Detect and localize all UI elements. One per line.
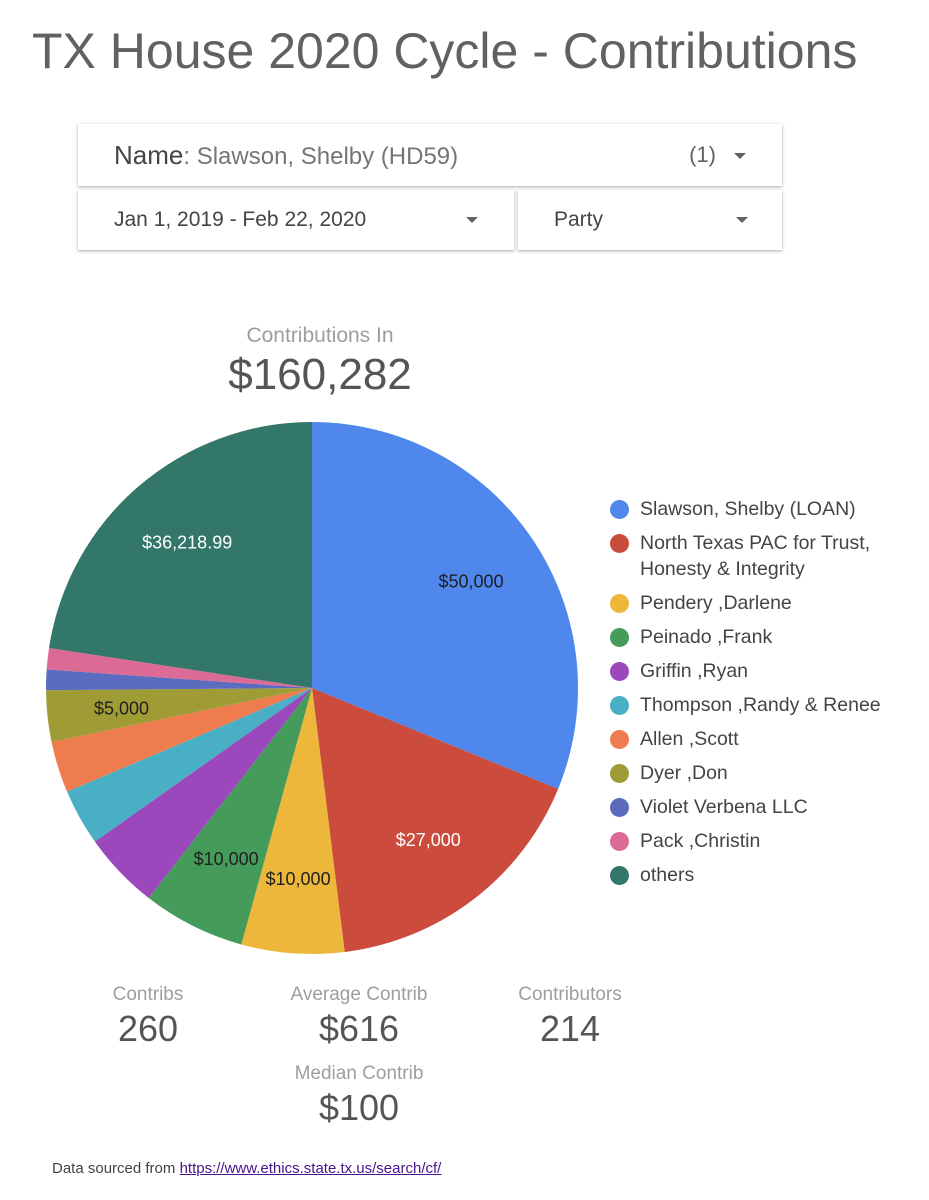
legend-item[interactable]: Griffin ,Ryan <box>610 658 910 684</box>
pie-slice-pendery-darlene[interactable] <box>241 688 345 955</box>
median-contrib-label: Median Contrib <box>294 1063 424 1084</box>
pie-slice-allen-scott[interactable] <box>51 688 313 792</box>
legend-swatch <box>610 696 629 715</box>
legend-label: Violet Verbena LLC <box>640 796 808 818</box>
legend-swatch <box>610 534 629 553</box>
contribs-card: Contribs 260 <box>88 984 208 1050</box>
name-filter-value: Slawson, Shelby (HD59) <box>196 142 459 170</box>
legend-item[interactable]: Peinado ,Frank <box>610 624 910 650</box>
party-filter-label: Party <box>554 208 604 231</box>
contributions-in-value: $160,282 <box>228 350 412 399</box>
legend-label: Slawson, Shelby (LOAN) <box>640 498 856 520</box>
chevron-down-icon[interactable] <box>734 153 746 159</box>
legend-item[interactable]: Allen ,Scott <box>610 726 910 752</box>
pie-slice-violet-verbena-llc[interactable] <box>45 669 312 691</box>
legend-label: Thompson ,Randy & Renee <box>640 694 881 716</box>
average-contrib-card: Average Contrib $616 <box>270 984 448 1050</box>
legend-swatch <box>610 662 629 681</box>
contributors-card: Contributors 214 <box>500 984 640 1050</box>
average-contrib-value: $616 <box>318 1008 400 1049</box>
median-contrib-card: Median Contrib $100 <box>270 1063 448 1129</box>
legend-swatch <box>610 500 629 519</box>
legend-label: North Texas PAC for Trust, Honesty & Int… <box>640 532 871 580</box>
legend-item[interactable]: others <box>610 862 910 888</box>
pie-slice-dyer-don[interactable] <box>46 688 312 742</box>
contributors-value: 214 <box>539 1008 601 1049</box>
data-source-footer: Data sourced from https://www.ethics.sta… <box>52 1160 441 1177</box>
pie-slice-peinado-frank[interactable] <box>148 688 312 945</box>
name-filter[interactable]: Name: Slawson, Shelby (HD59) (1) <box>78 124 782 186</box>
pie-slice-slawson-shelby-loan[interactable] <box>312 422 579 789</box>
legend-label: Peinado ,Frank <box>640 626 773 648</box>
legend-label: Allen ,Scott <box>640 728 739 750</box>
name-filter-text: Name: Slawson, Shelby (HD59) <box>114 140 458 171</box>
contributors-label: Contributors <box>518 984 622 1005</box>
legend-label: Dyer ,Don <box>640 762 728 784</box>
chevron-down-icon[interactable] <box>736 217 748 223</box>
pie-slice-thompson-randy-renee[interactable] <box>67 688 312 842</box>
chart-legend: Slawson, Shelby (LOAN) North Texas PAC fo… <box>610 496 910 896</box>
legend-item[interactable]: Violet Verbena LLC <box>610 794 910 820</box>
name-filter-label: Name <box>114 139 184 170</box>
filter-bar: Name: Slawson, Shelby (HD59) (1) Jan 1, … <box>78 124 782 250</box>
legend-swatch <box>610 628 629 647</box>
legend-swatch <box>610 798 629 817</box>
pie-slice-label: $50,000 <box>439 571 504 591</box>
pie-slice-pack-christin[interactable] <box>46 647 312 688</box>
legend-item[interactable]: Pack ,Christin <box>610 828 910 854</box>
party-filter[interactable]: Party <box>518 190 782 250</box>
legend-item[interactable]: Slawson, Shelby (LOAN) <box>610 496 910 522</box>
date-range-value: Jan 1, 2019 - Feb 22, 2020 <box>114 208 367 231</box>
page-title: TX House 2020 Cycle - Contributions <box>32 23 858 79</box>
legend-label: Pendery ,Darlene <box>640 592 792 614</box>
name-filter-count: (1) <box>689 142 716 167</box>
pie-slice-north-texas-pac-for-trust-honesty-integrity[interactable] <box>312 688 559 952</box>
average-contrib-label: Average Contrib <box>290 984 428 1005</box>
legend-item[interactable]: North Texas PAC for Trust, Honesty & Int… <box>610 530 910 582</box>
pie-slice-others[interactable] <box>49 422 313 688</box>
legend-swatch <box>610 832 629 851</box>
legend-label: Pack ,Christin <box>640 830 761 852</box>
pie-slice-griffin-ryan[interactable] <box>94 688 313 898</box>
chevron-down-icon[interactable] <box>466 217 478 223</box>
legend-label: Griffin ,Ryan <box>640 660 749 682</box>
data-source-text: Data sourced from <box>52 1160 180 1177</box>
legend-item[interactable]: Pendery ,Darlene <box>610 590 910 616</box>
legend-item[interactable]: Thompson ,Randy & Renee <box>610 692 910 718</box>
contribs-value: 260 <box>117 1008 179 1049</box>
data-source-link[interactable]: https://www.ethics.state.tx.us/search/cf… <box>179 1160 442 1177</box>
median-contrib-value: $100 <box>318 1087 400 1128</box>
date-range-filter[interactable]: Jan 1, 2019 - Feb 22, 2020 <box>78 190 514 250</box>
pie-slice-label: $10,000 <box>194 849 259 869</box>
legend-item[interactable]: Dyer ,Don <box>610 760 910 786</box>
contribs-label: Contribs <box>112 984 184 1005</box>
name-filter-separator: : <box>183 142 197 170</box>
pie-slice-label: $10,000 <box>266 869 331 889</box>
legend-swatch <box>610 866 629 885</box>
contributions-in-label: Contributions In <box>246 324 394 347</box>
legend-label: others <box>640 864 695 886</box>
pie-slice-label: $36,218.99 <box>142 533 232 553</box>
legend-swatch <box>610 764 629 783</box>
legend-swatch <box>610 730 629 749</box>
legend-swatch <box>610 594 629 613</box>
pie-slice-label: $5,000 <box>94 698 149 718</box>
contributions-in-card: Contributions In $160,282 <box>180 324 460 400</box>
pie-slice-label: $27,000 <box>396 830 461 850</box>
